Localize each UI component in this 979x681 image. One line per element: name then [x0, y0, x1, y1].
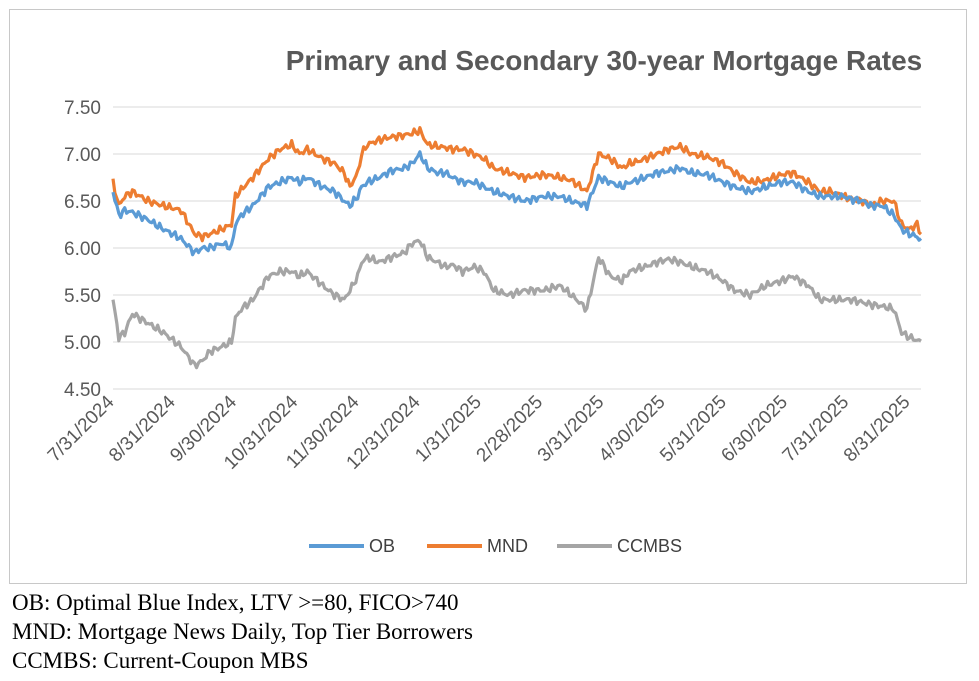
x-tick-label: 3/31/2025	[534, 392, 609, 467]
note-ccmbs: CCMBS: Current-Coupon MBS	[12, 648, 309, 673]
x-tick-label: 4/30/2025	[595, 392, 670, 467]
x-tick-label: 8/31/2025	[840, 392, 915, 467]
legend: OB MND CCMBS	[309, 536, 682, 556]
x-tick-label: 2/28/2025	[473, 392, 548, 467]
chart-title: Primary and Secondary 30-year Mortgage R…	[286, 45, 922, 76]
series-line-mnd	[111, 125, 923, 243]
x-tick-label: 1/31/2025	[411, 392, 486, 467]
note-ob: OB: Optimal Blue Index, LTV >=80, FICO>7…	[12, 590, 459, 615]
mortgage-rates-chart: Primary and Secondary 30-year Mortgage R…	[44, 45, 923, 556]
x-tick-label: 7/31/2025	[779, 392, 854, 467]
legend-label-ob: OB	[369, 536, 395, 556]
series-line-ob	[111, 150, 923, 257]
legend-label-ccmbs: CCMBS	[617, 536, 682, 556]
note-mnd: MND: Mortgage News Daily, Top Tier Borro…	[12, 619, 473, 644]
y-axis-ticks: 7.50 7.00 6.50 6.00 5.50 5.00 4.50	[64, 98, 101, 401]
y-tick-label: 6.50	[64, 192, 101, 213]
y-tick-label: 5.00	[64, 333, 101, 354]
series-layer	[111, 125, 923, 370]
y-tick-label: 4.50	[64, 380, 101, 401]
y-tick-label: 5.50	[64, 286, 101, 307]
grid-layer	[113, 106, 921, 390]
y-tick-label: 7.00	[64, 145, 101, 166]
footnotes: OB: Optimal Blue Index, LTV >=80, FICO>7…	[12, 588, 473, 675]
x-axis-ticks: 7/31/20248/31/20249/30/202410/31/202411/…	[44, 391, 915, 473]
series-line-ccmbs	[111, 238, 922, 370]
x-tick-label: 5/31/2025	[656, 392, 731, 467]
chart-frame: Primary and Secondary 30-year Mortgage R…	[9, 9, 967, 584]
x-tick-label: 6/30/2025	[717, 392, 792, 467]
y-tick-label: 7.50	[64, 98, 101, 119]
y-tick-label: 6.00	[64, 239, 101, 260]
legend-label-mnd: MND	[487, 536, 528, 556]
